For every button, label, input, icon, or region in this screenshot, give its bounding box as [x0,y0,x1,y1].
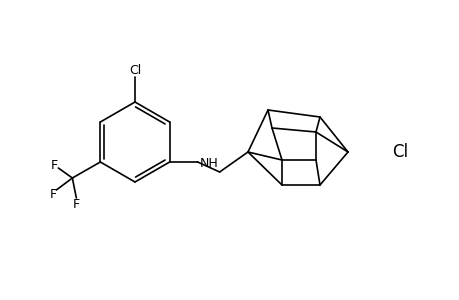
Text: Cl: Cl [391,143,407,161]
Text: NH: NH [199,157,218,169]
Text: Cl: Cl [129,64,141,76]
Text: F: F [50,158,58,172]
Text: F: F [50,188,57,200]
Text: F: F [73,199,80,212]
